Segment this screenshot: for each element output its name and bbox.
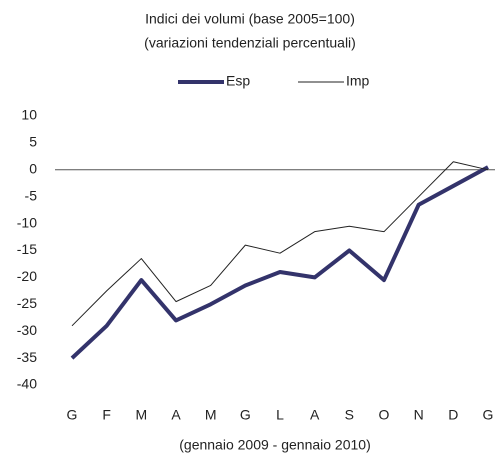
chart-title: Indici dei volumi (base 2005=100) [145, 11, 355, 27]
y-tick-label: -40 [17, 376, 37, 392]
x-tick-label: G [483, 407, 494, 423]
legend-label: Esp [226, 73, 250, 89]
y-tick-label: -25 [17, 295, 37, 311]
x-tick-label: M [205, 407, 217, 423]
x-tick-label: S [345, 407, 354, 423]
y-tick-label: 10 [21, 107, 37, 123]
x-tick-label: F [102, 407, 111, 423]
x-tick-label: L [276, 407, 284, 423]
y-tick-label: -35 [17, 349, 37, 365]
series-line [71, 161, 489, 327]
chart-subtitle: (variazioni tendenziali percentuali) [144, 35, 356, 51]
y-tick-label: 5 [29, 134, 37, 150]
y-tick-label: -10 [17, 214, 37, 230]
legend-label: Imp [346, 73, 370, 89]
y-tick-label: -15 [17, 241, 37, 257]
x-tick-label: G [67, 407, 78, 423]
y-tick-label: -20 [17, 268, 37, 284]
x-tick-label: A [171, 407, 181, 423]
x-tick-label: A [310, 407, 320, 423]
y-tick-label: 0 [29, 161, 37, 177]
y-tick-label: -30 [17, 322, 37, 338]
x-axis-label: (gennaio 2009 - gennaio 2010) [179, 437, 371, 453]
y-tick-label: -5 [25, 187, 38, 203]
x-tick-label: G [240, 407, 251, 423]
x-tick-label: O [379, 407, 390, 423]
x-tick-label: M [135, 407, 147, 423]
series-line [70, 165, 489, 360]
x-tick-label: D [448, 407, 458, 423]
x-tick-label: N [414, 407, 424, 423]
